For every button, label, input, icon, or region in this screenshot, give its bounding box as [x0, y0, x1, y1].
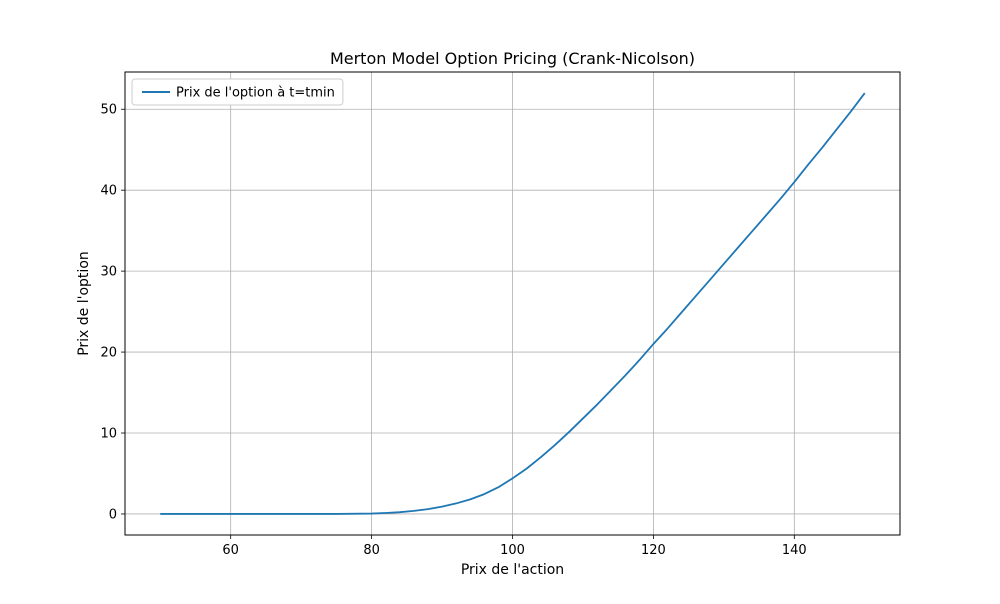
y-tick-label: 0: [109, 507, 117, 522]
y-tick-label: 10: [100, 427, 117, 442]
x-tick-label: 100: [500, 543, 525, 558]
x-tick-label: 140: [782, 543, 807, 558]
series-line-0: [160, 92, 866, 515]
chart-title: Merton Model Option Pricing (Crank-Nicol…: [330, 49, 695, 68]
x-tick-label: 80: [363, 543, 380, 558]
y-tick-label: 50: [100, 103, 117, 118]
grid-layer: [125, 72, 900, 535]
legend-box: [131, 78, 344, 106]
tick-layer: 60 80 100 120 140 0 10 20 30 40 50: [100, 103, 806, 558]
legend-label: Prix de l'option à t=tmin: [176, 86, 335, 101]
x-tick-label: 60: [222, 543, 239, 558]
y-tick-label: 30: [100, 265, 117, 280]
legend: Prix de l'option à t=tmin: [131, 78, 344, 106]
y-tick-label: 20: [100, 346, 117, 361]
y-axis-label: Prix de l'option: [76, 251, 92, 356]
x-tick-label: 120: [641, 543, 666, 558]
x-axis-label: Prix de l'action: [461, 562, 564, 578]
y-tick-label: 40: [100, 184, 117, 199]
series-layer: [160, 92, 866, 515]
